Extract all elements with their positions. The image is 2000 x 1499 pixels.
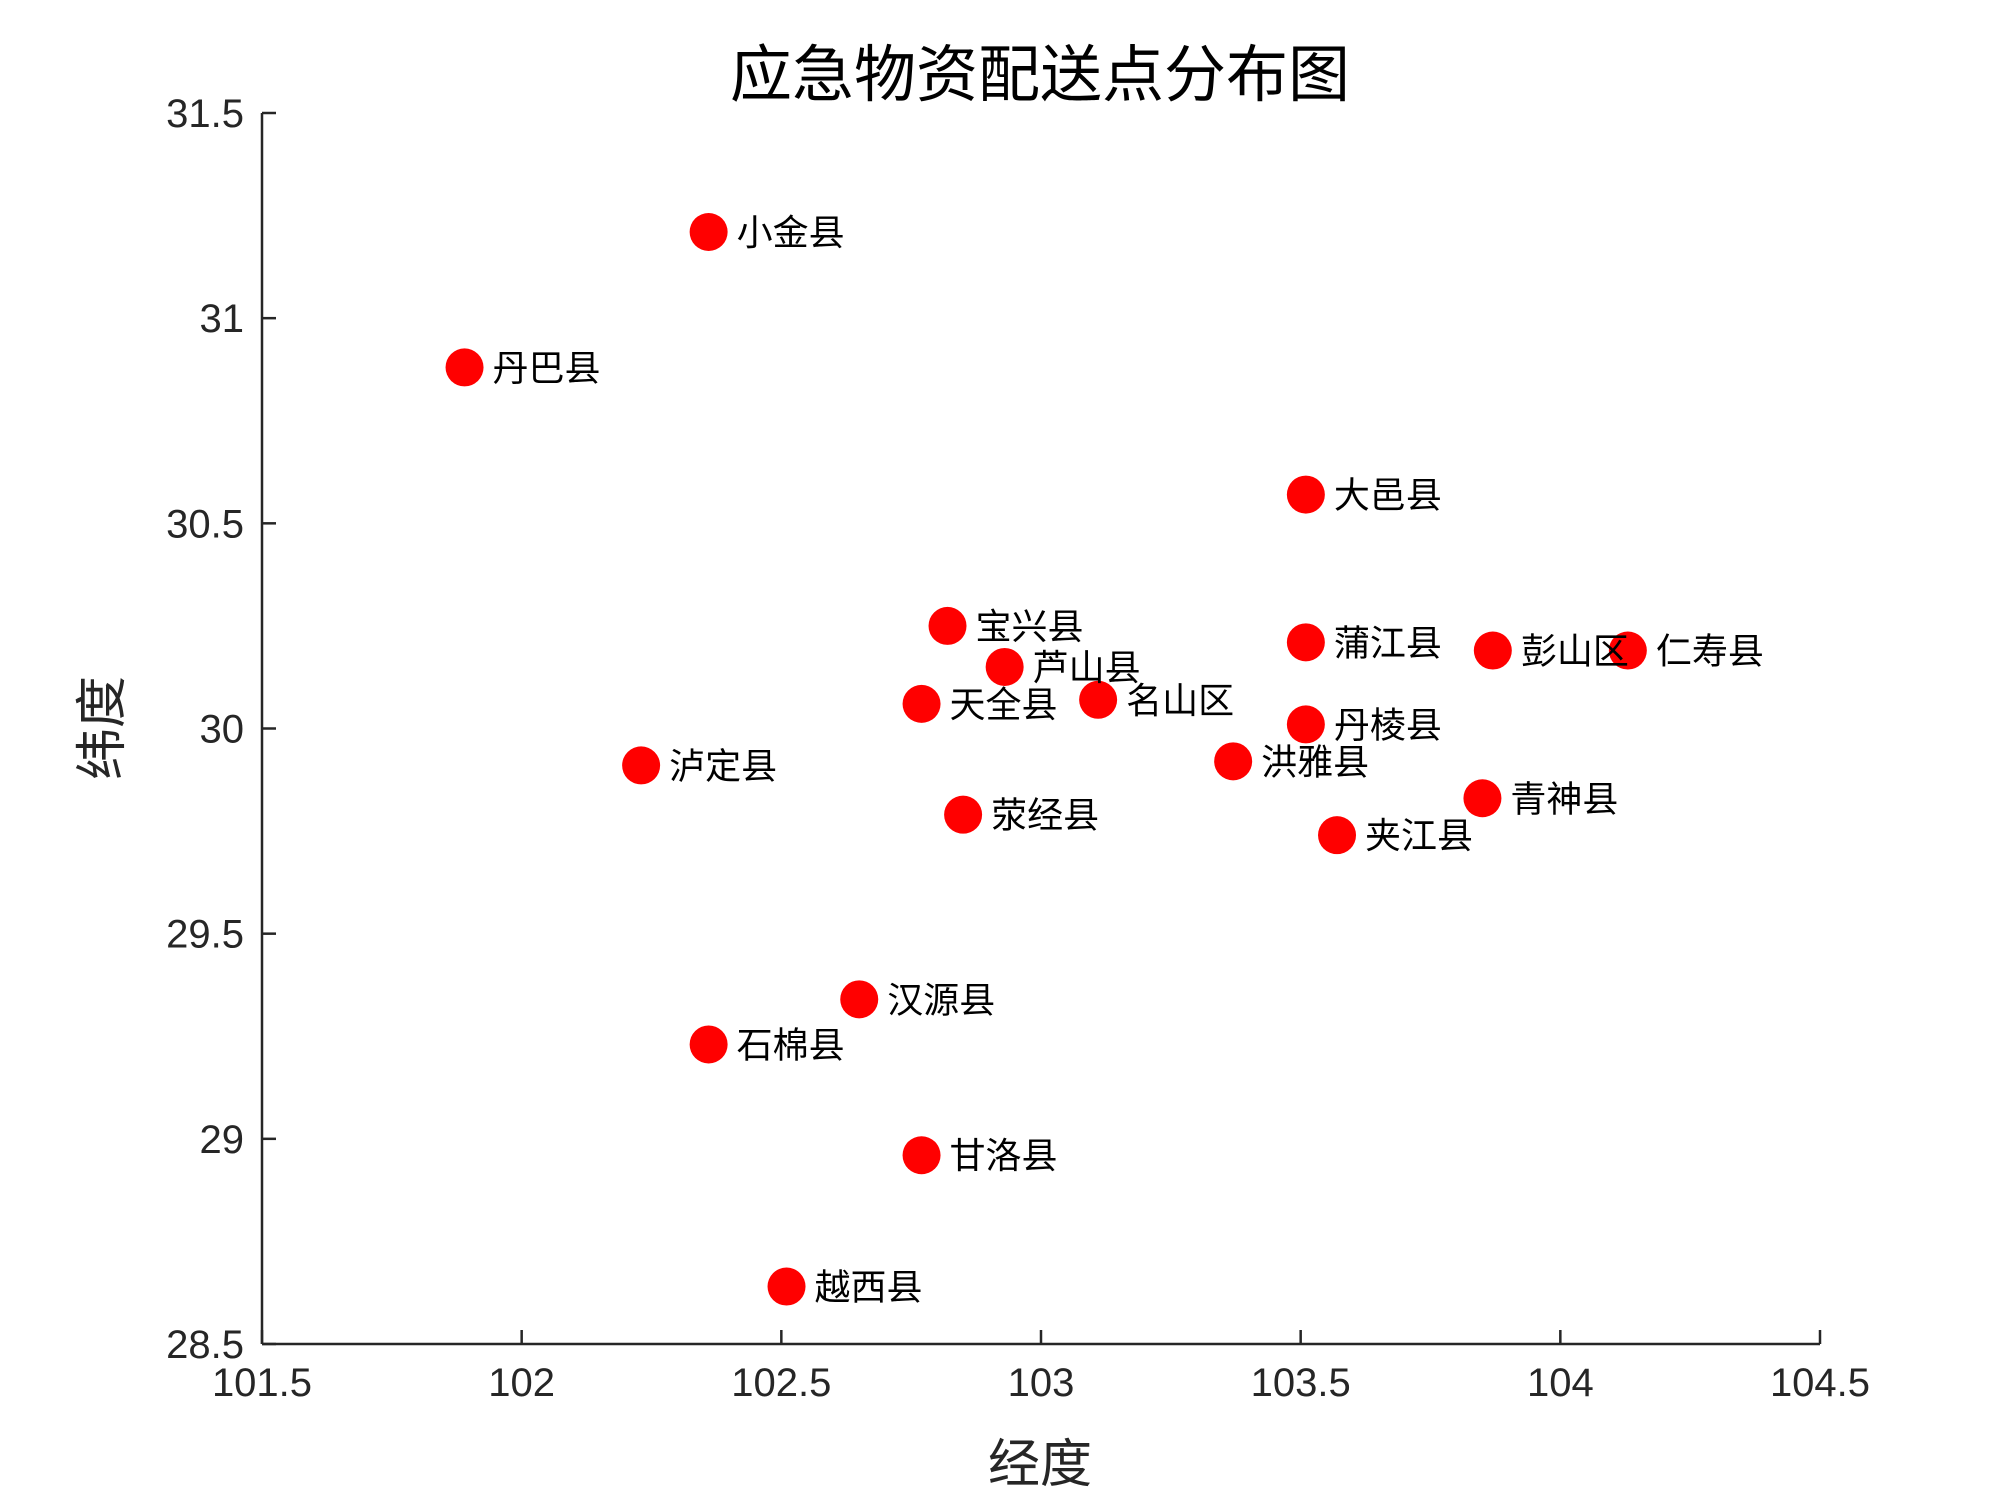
point-label: 芦山县: [1033, 648, 1141, 689]
y-tick-label: 31: [200, 297, 245, 341]
data-point: [689, 1025, 728, 1064]
point-label: 丹棱县: [1334, 705, 1442, 746]
x-tick-label: 102: [488, 1361, 555, 1405]
data-point: [767, 1267, 806, 1306]
data-point: [1318, 816, 1357, 855]
data-point: [985, 647, 1024, 686]
point-label: 青神县: [1510, 779, 1618, 820]
point-label: 彭山区: [1521, 632, 1629, 673]
x-tick-label: 101.5: [212, 1361, 312, 1405]
chart-title: 应急物资配送点分布图: [730, 38, 1350, 111]
x-ticks: 101.5 102 102.5 103 103.5 104 104.5: [212, 1330, 1870, 1405]
data-point: [1079, 680, 1118, 719]
data-point: [902, 684, 941, 723]
point-label: 夹江县: [1365, 816, 1473, 857]
point-label: 石棉县: [737, 1025, 845, 1066]
data-points: [445, 212, 1647, 1306]
data-point: [1473, 631, 1512, 670]
data-point: [840, 980, 879, 1019]
data-point: [902, 1136, 941, 1175]
data-point: [944, 795, 983, 834]
y-ticks: 28.5 29 29.5 30 30.5 31 31.5: [166, 92, 276, 1367]
point-label: 大邑县: [1334, 476, 1442, 517]
point-label: 天全县: [950, 685, 1058, 726]
point-label: 甘洛县: [950, 1136, 1058, 1177]
x-tick-label: 103.5: [1251, 1361, 1351, 1405]
data-point: [928, 606, 967, 645]
x-axis-title: 经度: [988, 1435, 1092, 1495]
point-label: 越西县: [815, 1268, 923, 1309]
x-tick-label: 104: [1527, 1361, 1594, 1405]
y-tick-label: 30.5: [166, 502, 244, 546]
data-point: [1463, 779, 1502, 818]
point-label: 荥经县: [991, 796, 1099, 837]
data-point: [1214, 742, 1253, 781]
x-tick-label: 103: [1008, 1361, 1075, 1405]
point-label: 洪雅县: [1261, 742, 1369, 783]
y-tick-label: 29.5: [166, 913, 244, 957]
data-point: [689, 212, 728, 251]
x-tick-label: 104.5: [1770, 1361, 1870, 1405]
y-tick-label: 28.5: [166, 1323, 244, 1367]
y-tick-label: 29: [200, 1118, 245, 1162]
point-label: 仁寿县: [1656, 632, 1764, 673]
data-point: [1286, 623, 1325, 662]
y-axis-title: 纬度: [73, 676, 133, 780]
point-label: 名山区: [1126, 681, 1234, 722]
point-label: 丹巴县: [493, 348, 601, 389]
y-tick-label: 30: [200, 708, 245, 752]
x-tick-label: 102.5: [731, 1361, 831, 1405]
point-label: 宝兴县: [976, 607, 1084, 648]
point-label: 汉源县: [887, 980, 995, 1021]
point-label: 蒲江县: [1334, 623, 1442, 664]
data-point: [1286, 705, 1325, 744]
data-point: [622, 746, 661, 785]
data-point: [1286, 475, 1325, 514]
data-point: [1608, 631, 1647, 670]
y-tick-label: 31.5: [166, 92, 244, 136]
data-point: [445, 348, 484, 387]
point-label: 小金县: [737, 213, 845, 254]
point-label: 泸定县: [669, 746, 777, 787]
